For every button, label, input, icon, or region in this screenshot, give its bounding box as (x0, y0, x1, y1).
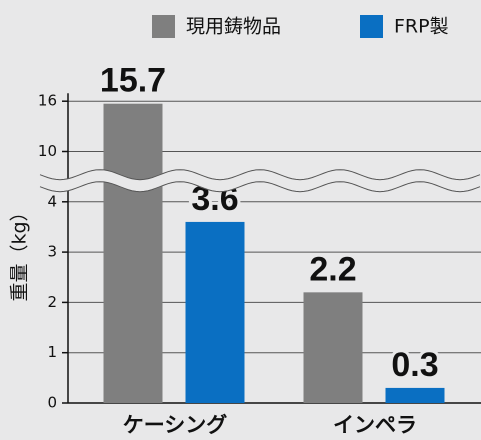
legend-swatch (152, 15, 175, 38)
bar (185, 221, 245, 403)
y-tick-label: 2 (47, 293, 57, 311)
x-tick-label: インペラ (333, 413, 417, 437)
bar (103, 103, 163, 403)
y-tick-label: 16 (38, 92, 57, 110)
value-label: 15.7 (100, 62, 166, 100)
y-tick-label: 1 (47, 343, 57, 361)
axis-break-line (39, 169, 481, 181)
y-tick-label: 3 (47, 243, 57, 261)
axis-break-band (37, 169, 481, 192)
value-label: 2.2 (309, 250, 356, 288)
y-tick-label: 0 (47, 394, 57, 412)
value-label: 0.3 (391, 346, 438, 384)
legend-label: FRP製 (394, 16, 449, 38)
bar (303, 292, 363, 403)
y-tick-label: 10 (38, 142, 57, 160)
legend-swatch (360, 15, 383, 38)
bar (385, 387, 445, 403)
legend-label: 現用鋳物品 (186, 15, 281, 38)
y-axis-label: 重量（kg） (9, 202, 31, 301)
x-tick-label: ケーシング (123, 413, 228, 437)
y-tick-label: 4 (47, 192, 57, 210)
axis-break-line (39, 181, 481, 193)
